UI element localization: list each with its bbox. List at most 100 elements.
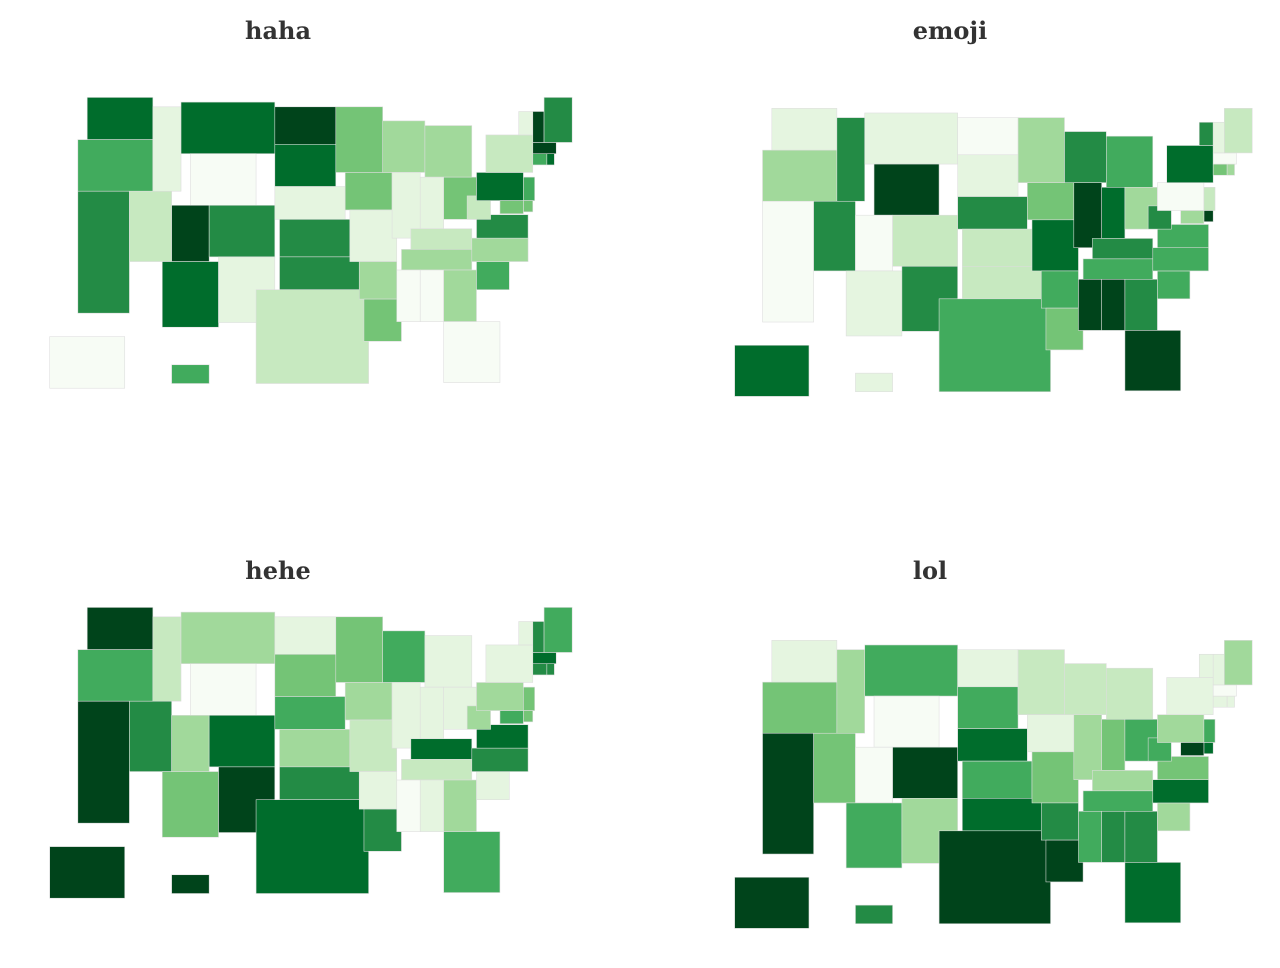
state-az	[845, 802, 903, 869]
state-ar	[1041, 270, 1079, 309]
map-title: hehe	[245, 556, 311, 585]
state-mo	[1031, 219, 1079, 272]
state-wy	[873, 163, 940, 216]
state-ut	[855, 214, 893, 272]
state-pa	[476, 682, 524, 711]
state-ri	[1226, 695, 1235, 708]
state-ca	[762, 732, 814, 855]
state-ms	[1078, 279, 1102, 331]
state-de	[523, 710, 534, 723]
state-me	[543, 97, 573, 143]
state-nj	[523, 686, 535, 711]
state-fl	[443, 831, 501, 893]
state-hi	[855, 372, 893, 393]
state-nd	[274, 106, 337, 145]
state-wi	[1064, 663, 1107, 715]
state-nv	[813, 732, 856, 804]
state-ny	[485, 644, 534, 683]
state-va	[476, 724, 529, 749]
state-ak	[49, 846, 126, 899]
state-ky	[1092, 770, 1154, 792]
state-ca	[77, 700, 130, 824]
state-wy	[873, 695, 940, 748]
map-title: haha	[245, 16, 311, 45]
state-vt	[518, 621, 534, 646]
state-ky	[410, 228, 473, 250]
state-md	[499, 710, 524, 725]
state-tn	[401, 759, 473, 781]
state-vt	[1198, 121, 1214, 146]
state-sc	[1157, 270, 1191, 300]
state-wa	[86, 97, 154, 140]
choropleth-map	[734, 108, 1253, 397]
state-ri	[546, 153, 555, 166]
state-wa	[771, 108, 838, 151]
state-mn	[335, 616, 383, 683]
state-mt	[864, 112, 958, 165]
state-la	[363, 298, 402, 342]
state-nh	[532, 621, 545, 653]
state-nc	[1152, 779, 1209, 804]
state-id	[836, 649, 866, 734]
state-fl	[1124, 862, 1181, 924]
state-sd	[957, 154, 1019, 197]
state-wa	[771, 640, 838, 683]
state-ne	[957, 196, 1028, 230]
state-az	[161, 771, 219, 838]
state-wy	[190, 663, 257, 716]
state-ia	[1027, 182, 1075, 221]
state-ms	[396, 269, 421, 322]
state-ok	[279, 256, 360, 290]
state-tn	[1082, 258, 1154, 280]
state-md	[1180, 742, 1205, 756]
state-tx	[255, 799, 369, 894]
state-pa	[1157, 182, 1205, 211]
state-ut	[171, 205, 210, 262]
state-nv	[129, 700, 172, 772]
state-ne	[274, 186, 346, 220]
state-ga	[443, 779, 477, 832]
state-la	[1045, 839, 1084, 883]
state-or	[77, 649, 154, 702]
state-nh	[1212, 121, 1225, 154]
state-ok	[279, 766, 360, 800]
state-il	[1073, 714, 1102, 780]
state-tn	[401, 249, 473, 271]
state-va	[1157, 756, 1209, 780]
state-wa	[86, 607, 154, 650]
state-ia	[1027, 714, 1075, 753]
state-ma	[532, 652, 557, 664]
state-ga	[1124, 279, 1158, 331]
map-title: lol	[912, 556, 948, 585]
state-md	[499, 200, 524, 215]
state-ks	[279, 729, 351, 768]
state-wi	[382, 120, 426, 173]
state-nj	[1203, 187, 1216, 211]
state-nd	[957, 117, 1019, 156]
state-ri	[1226, 163, 1235, 176]
state-ut	[855, 746, 893, 804]
state-ak	[734, 876, 810, 929]
state-or	[762, 681, 838, 734]
state-al	[419, 269, 444, 322]
state-de	[1203, 742, 1214, 754]
state-de	[523, 200, 534, 213]
state-ky	[1092, 238, 1154, 260]
state-ca	[77, 190, 130, 314]
state-nc	[471, 237, 529, 262]
state-me	[1224, 640, 1253, 686]
state-sc	[476, 261, 510, 290]
state-az	[161, 261, 219, 328]
state-mi	[1106, 135, 1154, 188]
state-ky	[410, 738, 473, 760]
state-az	[845, 270, 903, 337]
state-ne	[957, 728, 1028, 762]
state-mn	[1017, 117, 1065, 183]
choropleth-map	[49, 607, 573, 899]
state-de	[1203, 210, 1214, 222]
state-fl	[1124, 330, 1181, 392]
state-ny	[1166, 145, 1214, 183]
state-ar	[358, 261, 398, 300]
state-tx	[938, 830, 1051, 925]
state-va	[476, 214, 529, 239]
